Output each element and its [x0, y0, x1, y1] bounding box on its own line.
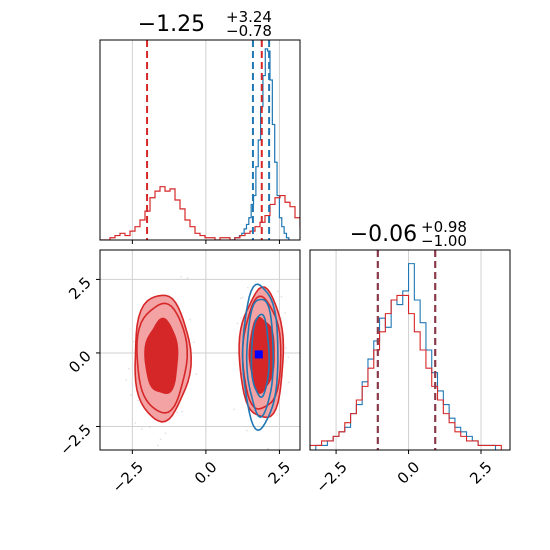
scatter-point: [195, 373, 198, 375]
blue-contour: [241, 283, 279, 432]
hist-2-x-tick-label: 0.0: [394, 458, 424, 488]
hist-1-red-series: [100, 186, 300, 240]
scatter-panel: −2.5 0.0 2.5 2.5 0.0 −2.5: [56, 249, 301, 497]
scatter-point: [189, 318, 192, 321]
scatter-x-tick-label: 0.0: [191, 458, 221, 488]
scatter-x-tick-label: −2.5: [109, 458, 147, 496]
scatter-point: [233, 408, 235, 411]
scatter-point: [285, 347, 287, 350]
blue-contour: [245, 298, 274, 419]
hist-panel-2: −2.5 0.0 2.5 −0.06 +0.98 −1.00: [309, 217, 511, 497]
scatter-point: [240, 316, 243, 319]
scatter-point: [241, 296, 244, 299]
scatter-point: [137, 399, 140, 402]
scatter-point: [134, 421, 137, 424]
scatter-point: [148, 426, 151, 428]
scatter-point: [276, 290, 279, 293]
scatter-point: [176, 411, 179, 414]
hist-1-minus: −0.78: [226, 22, 272, 40]
scatter-point: [181, 410, 183, 413]
red-median-marker: [151, 351, 160, 360]
hist-2-title: −0.06 +0.98 −1.00: [350, 217, 472, 250]
scatter-point: [280, 317, 283, 320]
hist-2-x-tick-label: −2.5: [312, 458, 350, 496]
scatter-point: [159, 438, 162, 441]
hist-panel-1: −1.25 +3.24 −0.78: [99, 7, 301, 244]
red-median-marker: [166, 351, 175, 360]
scatter-point: [236, 322, 239, 325]
scatter-point: [127, 367, 130, 370]
scatter-point: [246, 286, 249, 289]
scatter-point: [130, 394, 133, 397]
scatter-point: [146, 454, 148, 456]
scatter-point: [287, 356, 290, 359]
hist-2-red-series: [310, 294, 508, 450]
hist-1-median: −1.25: [138, 12, 205, 37]
scatter-point: [186, 277, 189, 280]
scatter-point: [267, 447, 270, 450]
hist-1-plus: +3.24: [226, 8, 272, 26]
scatter-point: [140, 428, 143, 430]
scatter-point: [132, 340, 135, 343]
scatter-point: [164, 432, 167, 435]
hist-1-title: −1.25 +3.24 −0.78: [138, 7, 277, 40]
scatter-point: [156, 444, 159, 447]
scatter-point: [193, 341, 196, 344]
scatter-point: [284, 312, 286, 315]
blue-median-marker: [254, 350, 263, 359]
scatter-point: [239, 297, 242, 300]
scatter-y-tick-label: 2.5: [65, 274, 95, 304]
hist-2-minus: −1.00: [421, 232, 467, 250]
red-contour-inner: [144, 317, 179, 395]
blue-contour: [250, 313, 271, 399]
scatter-point: [280, 295, 283, 298]
scatter-y-tick-label: −2.5: [56, 421, 94, 459]
scatter-x-tick-label: 2.5: [265, 458, 295, 488]
scatter-point: [125, 378, 128, 381]
hist-2-median: −0.06: [350, 222, 417, 247]
scatter-y-tick-label: 0.0: [65, 347, 95, 377]
scatter-point: [288, 381, 290, 384]
hist-2-plus: +0.98: [421, 218, 467, 236]
hist-2-x-tick-label: 2.5: [466, 458, 496, 488]
scatter-point: [180, 275, 183, 278]
scatter-point: [245, 429, 248, 432]
